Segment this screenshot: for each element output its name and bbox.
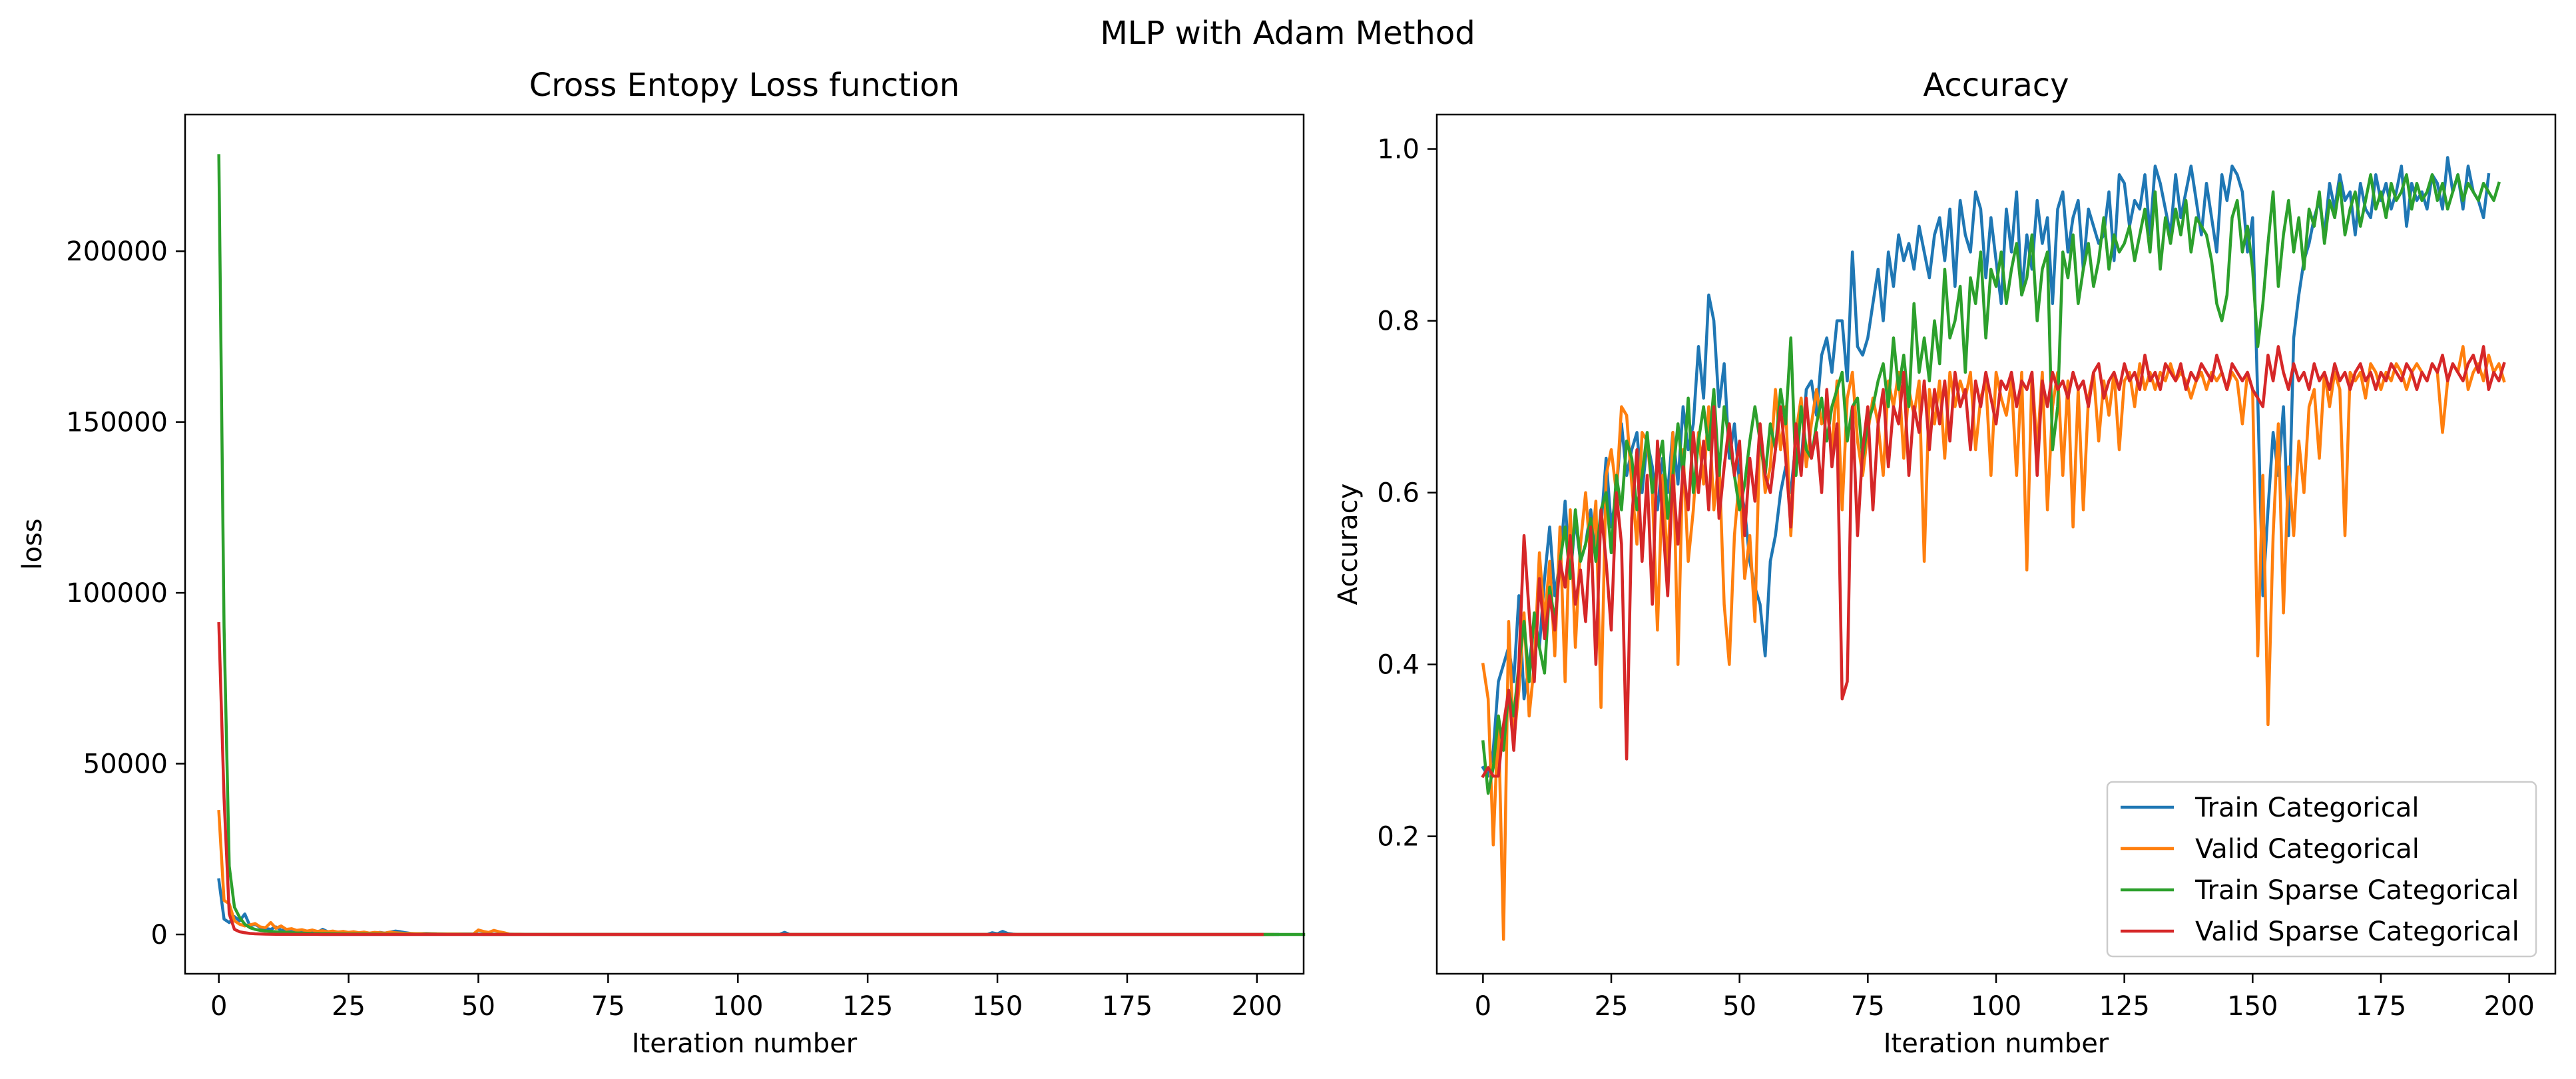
loss-y-tick-label: 200000: [66, 236, 168, 267]
loss-y-tick-label: 100000: [66, 578, 168, 609]
loss-x-tick-label: 125: [842, 991, 893, 1022]
accuracy-x-tick-label: 200: [2483, 991, 2534, 1022]
loss-x-tick-label: 75: [591, 991, 625, 1022]
accuracy-x-tick-label: 0: [1475, 991, 1491, 1022]
loss-plot-frame: [184, 113, 1305, 975]
figure-title: MLP with Adam Method: [1100, 15, 1475, 52]
loss-x-tick-label: 100: [712, 991, 763, 1022]
accuracy-x-tick-label: 175: [2356, 991, 2406, 1022]
loss-x-tick-label: 50: [461, 991, 495, 1022]
loss-series-line-4: [217, 621, 1264, 936]
loss-x-tick-label: 0: [210, 991, 227, 1022]
accuracy-series-line-3: [1481, 173, 2501, 795]
accuracy-x-tick-label: 125: [2099, 991, 2149, 1022]
accuracy-y-tick-label: 0.8: [1377, 306, 1419, 337]
accuracy-x-tick-label: 50: [1722, 991, 1756, 1022]
legend-label-1: Train Categorical: [2194, 793, 2419, 823]
loss-chart: Cross Entopy Loss function Iteration num…: [17, 67, 1306, 1059]
loss-y-tick-label: 50000: [83, 749, 168, 780]
legend-label-3: Train Sparse Categorical: [2194, 875, 2519, 906]
loss-x-tick-label: 150: [972, 991, 1023, 1022]
accuracy-legend-box: [2106, 781, 2537, 958]
accuracy-x-tick-label: 100: [1971, 991, 2021, 1022]
accuracy-chart-title: Accuracy: [1923, 67, 2069, 104]
loss-x-axis-label: Iteration number: [632, 1028, 858, 1059]
accuracy-x-axis-label: Iteration number: [1884, 1028, 2109, 1059]
accuracy-y-tick-label: 1.0: [1377, 135, 1419, 165]
accuracy-chart: Accuracy Iteration number Accuracy 0 25 50…: [1333, 67, 2557, 1059]
loss-y-tick-label: 150000: [66, 408, 168, 438]
accuracy-x-tick-label: 150: [2227, 991, 2278, 1022]
loss-x-tick-label: 200: [1232, 991, 1282, 1022]
accuracy-y-tick-label: 0.4: [1377, 650, 1419, 681]
accuracy-series-line-4: [1481, 345, 2506, 779]
accuracy-y-axis-label: Accuracy: [1333, 484, 1364, 605]
accuracy-legend: Train Categorical Valid Categorical Train …: [2106, 781, 2537, 958]
legend-label-2: Valid Categorical: [2195, 834, 2420, 865]
accuracy-y-tick-label: 0.6: [1377, 478, 1419, 509]
accuracy-y-tick-label: 0.2: [1377, 822, 1419, 853]
accuracy-series-line-2: [1481, 345, 2506, 941]
accuracy-x-tick-label: 25: [1595, 991, 1629, 1022]
legend-label-4: Valid Sparse Categorical: [2195, 916, 2519, 947]
loss-x-tick-label: 25: [332, 991, 366, 1022]
loss-chart-title: Cross Entopy Loss function: [529, 67, 960, 104]
loss-y-axis-label: loss: [17, 518, 48, 569]
loss-x-tick-label: 175: [1102, 991, 1153, 1022]
accuracy-x-tick-label: 75: [1851, 991, 1885, 1022]
loss-y-tick-label: 0: [151, 920, 168, 950]
